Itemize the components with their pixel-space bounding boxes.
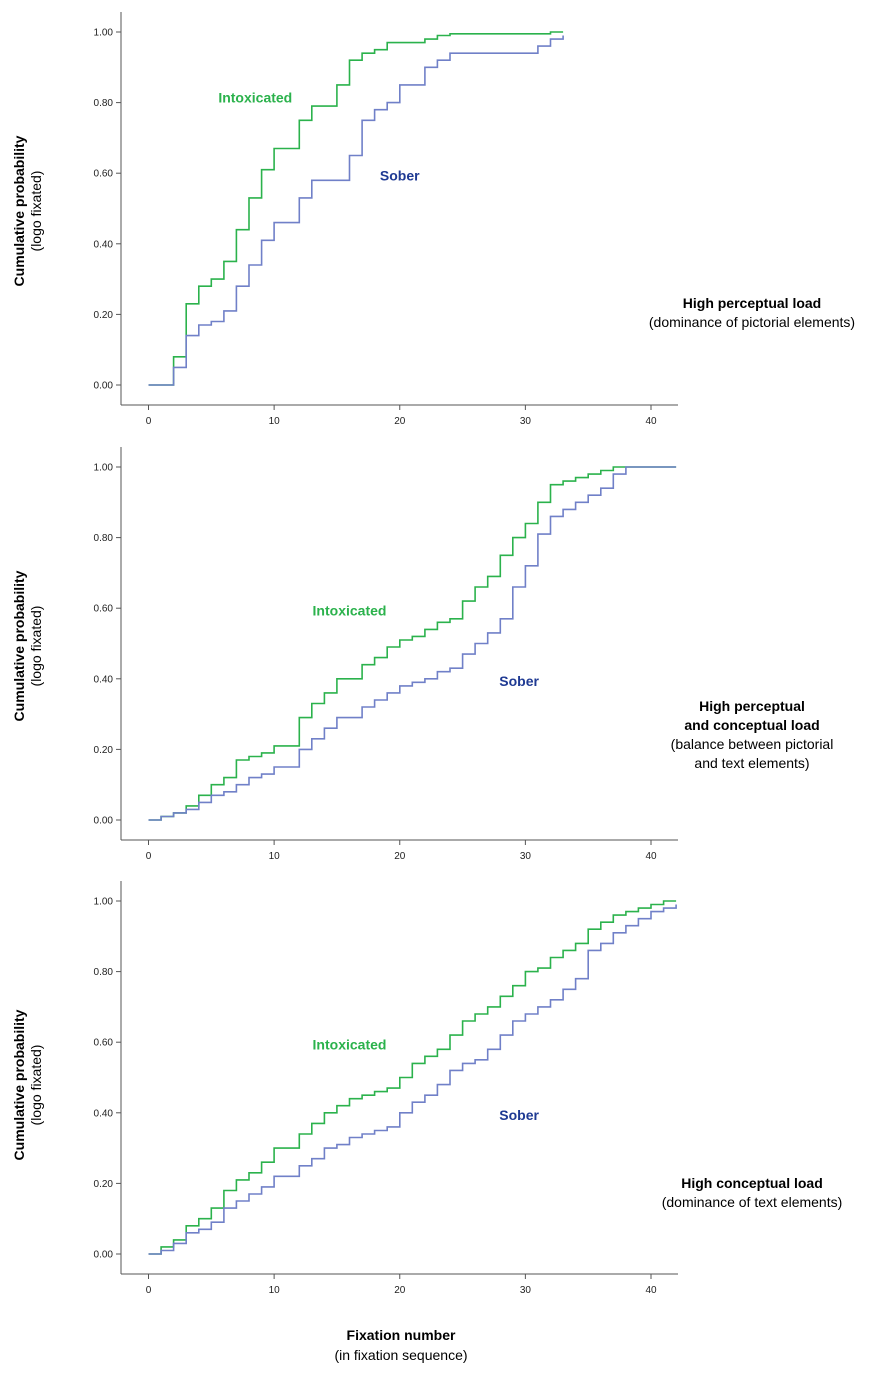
y-tick-label: 0.80 bbox=[94, 98, 114, 109]
x-tick-label: 40 bbox=[645, 1285, 657, 1296]
x-tick-label: 20 bbox=[394, 416, 406, 427]
y-tick-label: 0.60 bbox=[94, 169, 114, 180]
y-tick-label: 0.20 bbox=[94, 745, 114, 756]
series-label-sober: Sober bbox=[499, 673, 539, 689]
x-tick-label: 0 bbox=[146, 851, 152, 862]
x-tick-label: 30 bbox=[520, 1285, 532, 1296]
chart-panel-3: 0.00 0.20 0.40 0.60 0.80 1.00 0 10 20 30 40 Cumulat… bbox=[11, 881, 842, 1296]
y-tick-label: 0.00 bbox=[94, 381, 114, 392]
series-line-intoxicated bbox=[148, 31, 564, 386]
y-axis-label: Cumulative probability bbox=[11, 135, 27, 286]
series-label-sober: Sober bbox=[499, 1107, 539, 1123]
y-axis-sublabel: (logo fixated) bbox=[28, 171, 44, 252]
x-tick-label: 40 bbox=[645, 416, 657, 427]
x-tick-label: 10 bbox=[269, 416, 281, 427]
series-line-sober bbox=[148, 466, 677, 821]
y-tick-label: 0.80 bbox=[94, 967, 114, 978]
x-tick-label: 0 bbox=[146, 1285, 152, 1296]
panel-note-line: High conceptual load bbox=[681, 1175, 823, 1191]
panel-note-line: High perceptual bbox=[699, 698, 805, 714]
panel-note-line: High perceptual load bbox=[683, 295, 821, 311]
x-tick-label: 20 bbox=[394, 851, 406, 862]
series-label-intoxicated: Intoxicated bbox=[313, 1036, 387, 1052]
panel-note-line: (dominance of text elements) bbox=[662, 1194, 843, 1210]
x-tick-label: 10 bbox=[269, 851, 281, 862]
x-axis-sublabel: (in fixation sequence) bbox=[334, 1347, 467, 1363]
series-line-sober bbox=[148, 904, 677, 1255]
series-label-sober: Sober bbox=[380, 167, 420, 183]
y-tick-label: 0.80 bbox=[94, 533, 114, 544]
x-tick-label: 40 bbox=[645, 851, 657, 862]
x-tick-label: 30 bbox=[520, 416, 532, 427]
panel-note-line: and text elements) bbox=[694, 755, 809, 771]
y-tick-label: 0.00 bbox=[94, 1250, 114, 1261]
x-axis-label: Fixation number bbox=[347, 1327, 456, 1343]
x-tick-label: 30 bbox=[520, 851, 532, 862]
panel-note-line: and conceptual load bbox=[684, 717, 819, 733]
series-line-intoxicated bbox=[148, 466, 677, 821]
x-tick-label: 10 bbox=[269, 1285, 281, 1296]
y-tick-label: 0.40 bbox=[94, 1108, 114, 1119]
y-axis-label: Cumulative probability bbox=[11, 1009, 27, 1160]
y-tick-label: 1.00 bbox=[94, 897, 114, 908]
y-axis-sublabel: (logo fixated) bbox=[28, 606, 44, 687]
y-tick-label: 0.40 bbox=[94, 239, 114, 250]
y-axis-label: Cumulative probability bbox=[11, 570, 27, 721]
y-tick-label: 0.60 bbox=[94, 1038, 114, 1049]
series-line-intoxicated bbox=[148, 900, 677, 1255]
chart-panel-2: 0.00 0.20 0.40 0.60 0.80 1.00 0 10 20 30 40 Cumulat… bbox=[11, 447, 833, 862]
chart-panel-1: 0.00 0.20 0.40 0.60 0.80 1.00 0 10 20 30 40 Cumulat… bbox=[11, 12, 855, 427]
y-tick-label: 1.00 bbox=[94, 28, 114, 39]
panel-note-line: (dominance of pictorial elements) bbox=[649, 314, 855, 330]
series-label-intoxicated: Intoxicated bbox=[218, 90, 292, 106]
y-tick-label: 0.00 bbox=[94, 816, 114, 827]
y-tick-label: 0.60 bbox=[94, 604, 114, 615]
y-tick-label: 0.20 bbox=[94, 310, 114, 321]
panel-note-line: (balance between pictorial bbox=[671, 736, 834, 752]
y-axis-sublabel: (logo fixated) bbox=[28, 1045, 44, 1126]
y-tick-label: 1.00 bbox=[94, 463, 114, 474]
series-line-sober bbox=[148, 35, 564, 386]
y-tick-label: 0.20 bbox=[94, 1179, 114, 1190]
series-label-intoxicated: Intoxicated bbox=[313, 602, 387, 618]
y-tick-label: 0.40 bbox=[94, 674, 114, 685]
x-tick-label: 20 bbox=[394, 1285, 406, 1296]
x-tick-label: 0 bbox=[146, 416, 152, 427]
